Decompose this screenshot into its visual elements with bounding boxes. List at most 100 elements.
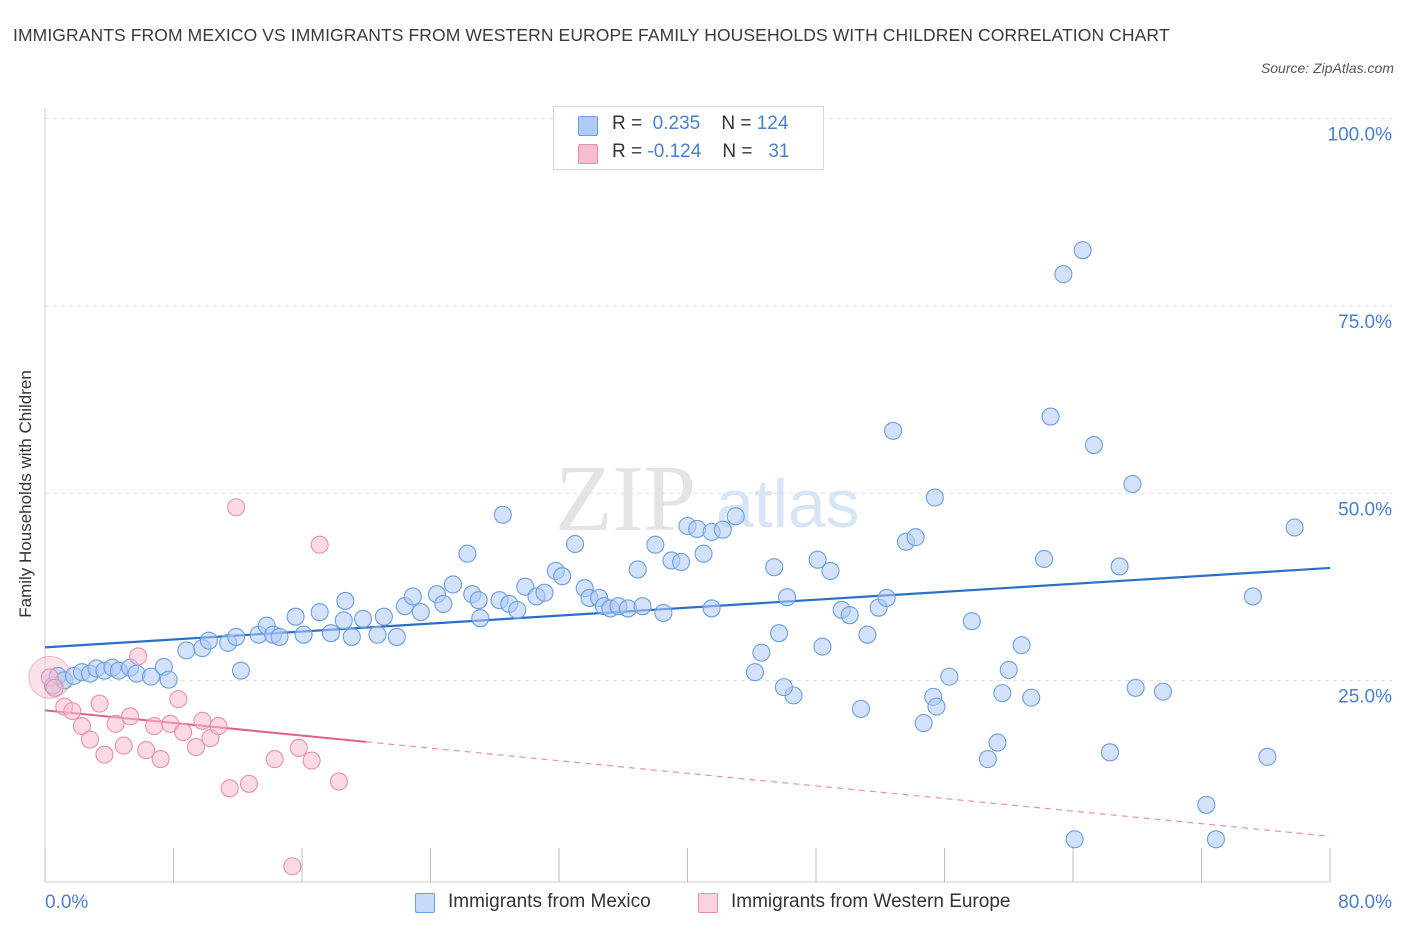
y-tick-label-3: 25.0% <box>1338 687 1392 708</box>
point-weurope-24 <box>239 774 259 793</box>
point-mexico-111 <box>1206 830 1226 849</box>
point-mexico-99 <box>1035 549 1054 569</box>
axes <box>44 108 1331 883</box>
watermark: ZIP atlas <box>555 447 860 551</box>
point-weurope-15 <box>161 714 180 733</box>
legend-swatch-mexico <box>578 116 598 136</box>
point-mexico-116 <box>745 663 765 682</box>
point-mexico-93 <box>978 750 997 769</box>
y-tick-label-0: 100.0% <box>1328 125 1393 146</box>
point-mexico-84 <box>877 588 896 607</box>
point-mexico-36 <box>403 587 422 606</box>
point-mexico-78 <box>821 561 840 581</box>
point-mexico-69 <box>713 520 732 539</box>
point-weurope-10 <box>121 707 140 726</box>
point-mexico-17 <box>199 631 218 650</box>
point-mexico-117 <box>702 599 721 618</box>
point-weurope-23 <box>227 498 246 517</box>
point-weurope-28 <box>302 751 321 770</box>
point-weurope-25 <box>265 750 284 769</box>
point-weurope-7 <box>95 745 114 764</box>
point-mexico-50 <box>553 567 572 586</box>
point-weurope-9 <box>114 736 133 755</box>
point-mexico-94 <box>988 733 1007 752</box>
point-mexico-19 <box>227 627 246 646</box>
point-mexico-119 <box>471 609 490 628</box>
point-mexico-110 <box>1197 795 1216 814</box>
point-mexico-14 <box>159 670 178 689</box>
point-mexico-100 <box>1041 407 1060 426</box>
point-mexico-24 <box>270 627 289 646</box>
point-mexico-67 <box>694 544 713 563</box>
point-mexico-92 <box>962 612 981 631</box>
point-mexico-102 <box>1065 830 1084 849</box>
legend-swatch-weurope <box>578 144 598 164</box>
point-mexico-26 <box>294 625 313 644</box>
point-mexico-27 <box>310 603 329 622</box>
point-mexico-82 <box>858 625 877 644</box>
point-mexico-87 <box>906 528 925 547</box>
point-mexico-40 <box>443 575 463 594</box>
point-mexico-39 <box>434 594 453 613</box>
point-mexico-25 <box>286 607 305 626</box>
x-tick-label-0: 0.0% <box>45 892 88 913</box>
point-weurope-22 <box>220 779 239 798</box>
point-weurope-13 <box>145 717 164 736</box>
point-mexico-95 <box>993 684 1012 703</box>
point-mexico-15 <box>177 641 196 660</box>
tick-labels: 100.0% 75.0% 50.0% 25.0% 0.0% 80.0% <box>45 125 1392 914</box>
correlation-legend: R = 0.235 N = 124 R = -0.124 N = 31 <box>553 106 824 170</box>
point-weurope-12 <box>137 741 156 760</box>
point-mexico-70 <box>726 507 745 526</box>
series-legend: Immigrants from Mexico Immigrants from W… <box>0 888 1406 916</box>
point-mexico-62 <box>654 603 673 622</box>
point-mexico-80 <box>840 606 859 625</box>
series-swatch-weurope <box>698 893 718 913</box>
point-mexico-81 <box>851 699 871 718</box>
point-mexico-107 <box>1123 474 1142 494</box>
point-weurope-17 <box>174 723 193 742</box>
point-mexico-12 <box>141 667 161 686</box>
data-points <box>28 241 1304 876</box>
point-mexico-103 <box>1073 241 1092 260</box>
point-mexico-30 <box>342 627 361 646</box>
point-weurope-27 <box>289 738 308 757</box>
point-mexico-113 <box>1258 747 1277 766</box>
watermark-zip: ZIP <box>555 447 696 551</box>
point-mexico-42 <box>469 591 488 610</box>
point-mexico-106 <box>1110 557 1129 576</box>
series-swatch-mexico <box>415 893 435 913</box>
point-mexico-114 <box>1285 518 1304 537</box>
point-mexico-77 <box>813 637 832 656</box>
series-label-weurope: Immigrants from Western Europe <box>731 891 1011 912</box>
x-tick-label-1: 80.0% <box>1338 892 1392 913</box>
point-mexico-98 <box>1022 688 1041 707</box>
point-mexico-97 <box>1012 636 1031 655</box>
point-weurope-6 <box>90 694 109 713</box>
y-tick-label-1: 75.0% <box>1338 312 1392 333</box>
point-weurope-16 <box>169 690 188 709</box>
point-mexico-112 <box>1243 587 1262 606</box>
point-mexico-73 <box>752 643 771 662</box>
point-weurope-4 <box>72 717 91 736</box>
point-weurope-3 <box>63 702 82 721</box>
legend-text-mexico: R = 0.235 N = 124 <box>612 113 789 134</box>
trend-line-weurope-dashed <box>366 741 1331 837</box>
point-mexico-101 <box>1054 265 1073 284</box>
point-mexico-34 <box>387 627 406 646</box>
point-mexico-118 <box>458 544 477 563</box>
point-weurope-21 <box>209 717 228 736</box>
point-mexico-115 <box>774 678 793 697</box>
point-mexico-85 <box>884 421 903 440</box>
y-tick-label-2: 50.0% <box>1338 499 1392 520</box>
point-weurope-11 <box>129 647 148 666</box>
y-axis-label: Family Households with Children <box>16 370 35 618</box>
point-mexico-37 <box>411 603 430 622</box>
point-weurope-18 <box>186 738 206 757</box>
point-mexico-59 <box>628 560 647 579</box>
point-mexico-28 <box>321 624 340 643</box>
point-mexico-32 <box>368 625 387 644</box>
point-mexico-74 <box>778 588 797 607</box>
point-mexico-105 <box>1100 743 1119 762</box>
